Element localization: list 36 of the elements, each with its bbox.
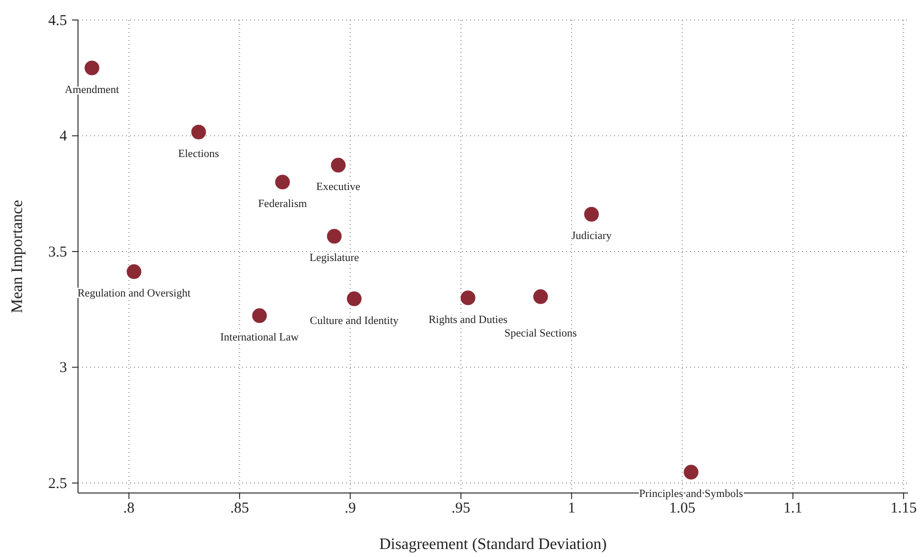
annotation: Federalism — [258, 198, 308, 210]
point — [684, 464, 698, 480]
annotation: Culture and Identity — [310, 314, 400, 327]
annotation: Rights and Duties — [428, 314, 508, 326]
annotation: Elections — [178, 148, 220, 160]
point — [191, 124, 206, 140]
point — [326, 228, 342, 244]
point — [346, 291, 362, 306]
x-tick-label: .85 — [230, 500, 249, 517]
y-tick-label: 3.5 — [48, 244, 67, 260]
y-axis-title: Mean Importance — [9, 200, 26, 314]
y-tick-label: 4 — [60, 128, 68, 145]
point — [460, 290, 476, 306]
point — [330, 158, 346, 173]
x-tick-label: .8 — [123, 500, 135, 517]
point — [252, 308, 267, 323]
x-tick-label: 1 — [568, 500, 576, 517]
point — [584, 206, 599, 222]
annotation: International Law — [220, 332, 299, 344]
x-tick-label: 1.15 — [890, 500, 917, 517]
y-tick-label: 2.5 — [48, 476, 67, 492]
x-tick-label: 1.1 — [784, 500, 802, 517]
x-tick-label: 1.05 — [669, 500, 696, 517]
point — [275, 174, 290, 190]
x-axis-title: Disagreement (Standard Deviation) — [379, 536, 607, 553]
annotation: Legislature — [310, 252, 360, 264]
point — [126, 264, 142, 280]
point — [533, 289, 548, 304]
point — [84, 60, 100, 76]
annotation: Judiciary — [571, 230, 612, 242]
y-tick-label: 4.5 — [48, 12, 67, 29]
x-tick-label: .95 — [452, 500, 470, 517]
x-tick-label: .9 — [344, 500, 356, 517]
annotation: Executive — [316, 181, 360, 194]
annotation: Special Sections — [504, 328, 577, 340]
y-tick-label: 3 — [60, 360, 67, 376]
